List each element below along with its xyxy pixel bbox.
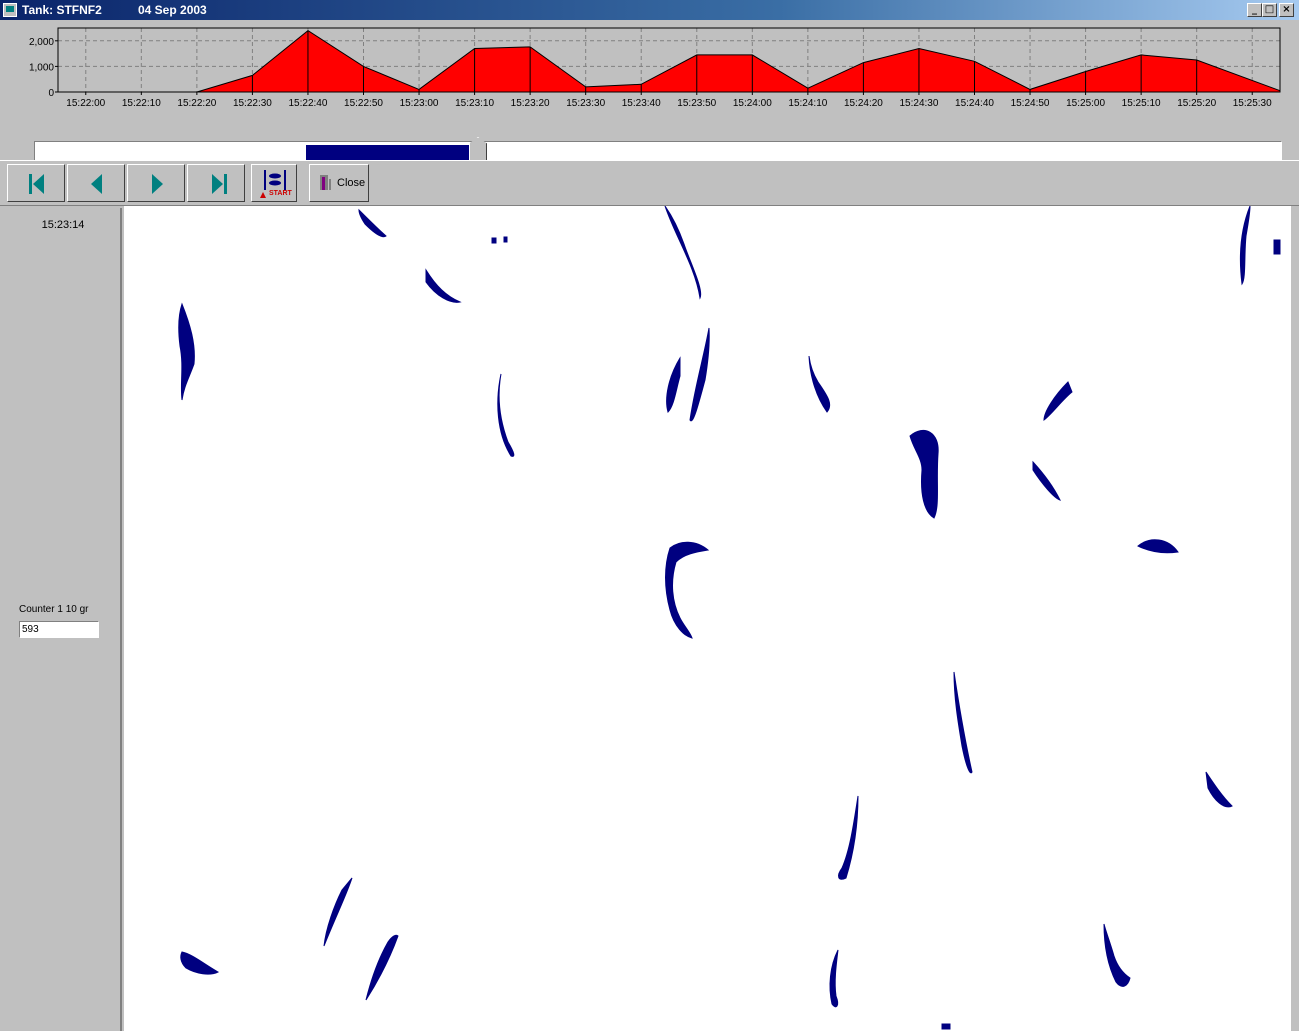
tank-camera-view — [124, 206, 1291, 1031]
x-tick-label: 15:23:20 — [511, 98, 550, 109]
fish-silhouette — [838, 795, 859, 880]
count-chart-panel: 0 1,000 2,000 15:22:00 15:22:10 15:22:20 15:22… — [0, 20, 1299, 173]
fish-silhouette — [941, 1023, 951, 1030]
x-tick-label: 15:23:50 — [677, 98, 716, 109]
app-icon[interactable] — [3, 3, 17, 17]
x-tick-label: 15:22:00 — [66, 98, 105, 109]
window-title: Tank: STFNF2 — [22, 3, 102, 17]
fish-silhouette — [953, 671, 973, 774]
fish-silhouette — [497, 373, 515, 457]
close-label: Close — [337, 177, 366, 189]
fish-silhouette — [1205, 771, 1233, 808]
title-bar: Tank: STFNF2 04 Sep 2003 _ □ × — [0, 0, 1299, 20]
count-chart: 0 1,000 2,000 15:22:00 15:22:10 15:22:20 15:22… — [29, 27, 1281, 109]
fish-silhouette — [1273, 239, 1281, 255]
step-back-icon — [91, 174, 102, 194]
view-right-border — [1291, 206, 1299, 1031]
previous-frame-button[interactable] — [67, 164, 125, 202]
x-tick-label: 15:24:20 — [844, 98, 883, 109]
fish-silhouette — [180, 951, 220, 975]
x-tick-label: 15:22:10 — [122, 98, 161, 109]
fish-silhouette — [323, 877, 353, 947]
info-side-panel: 15:23:14 Counter 1 10 gr 593 — [10, 208, 122, 1031]
fish-silhouette — [909, 430, 939, 519]
close-window-button[interactable]: × — [1279, 3, 1294, 17]
x-tick-label: 15:23:30 — [566, 98, 605, 109]
x-tick-label: 15:23:10 — [455, 98, 494, 109]
x-tick-label: 15:22:30 — [233, 98, 272, 109]
minimize-button[interactable]: _ — [1247, 3, 1262, 17]
start-button[interactable]: START — [251, 164, 297, 202]
start-label: START — [269, 190, 292, 197]
x-tick-label: 15:25:10 — [1122, 98, 1161, 109]
fish-silhouette — [1103, 923, 1131, 987]
x-tick-label: 15:25:20 — [1177, 98, 1216, 109]
fish-silhouette — [666, 356, 681, 413]
fish-silhouette — [808, 355, 831, 413]
fish-silhouette — [665, 541, 710, 639]
fish-silhouette — [1137, 539, 1179, 554]
x-tick-label: 15:25:30 — [1233, 98, 1272, 109]
x-tick-label: 15:22:50 — [344, 98, 383, 109]
step-forward-icon — [152, 174, 163, 194]
fish-silhouette — [664, 206, 702, 300]
first-frame-button[interactable] — [7, 164, 65, 202]
last-frame-button[interactable] — [187, 164, 245, 202]
fish-silhouettes — [178, 206, 1281, 1030]
y-tick-label: 1,000 — [29, 62, 54, 73]
close-button[interactable]: Close — [309, 164, 369, 202]
fish-silhouette — [503, 236, 508, 243]
window-date: 04 Sep 2003 — [138, 3, 207, 17]
x-tick-label: 15:24:40 — [955, 98, 994, 109]
frame-time: 15:23:14 — [41, 219, 85, 231]
x-tick-label: 15:22:40 — [288, 98, 327, 109]
toolbar: START Close — [0, 160, 1299, 206]
fish-silhouette — [829, 949, 839, 1008]
counter-label: Counter 1 10 gr — [19, 604, 89, 615]
y-tick-label: 0 — [48, 88, 54, 99]
x-tick-label: 15:24:10 — [788, 98, 827, 109]
x-tick-label: 15:25:00 — [1066, 98, 1105, 109]
counter-value-field[interactable]: 593 — [19, 621, 99, 638]
next-frame-button[interactable] — [127, 164, 185, 202]
start-recording-icon — [260, 170, 286, 198]
fish-silhouette — [491, 237, 497, 244]
fish-silhouette — [365, 934, 399, 1001]
x-tick-label: 15:24:50 — [1011, 98, 1050, 109]
plot-frame — [57, 27, 1281, 93]
fish-silhouette — [358, 208, 387, 238]
fish-silhouette — [1043, 381, 1073, 422]
x-tick-label: 15:24:30 — [899, 98, 938, 109]
fish-silhouette — [1032, 460, 1061, 501]
maximize-button[interactable]: □ — [1262, 3, 1277, 17]
fish-silhouette — [689, 327, 710, 422]
x-tick-label: 15:22:20 — [177, 98, 216, 109]
fish-silhouette — [1239, 206, 1251, 286]
fish-silhouette — [425, 268, 462, 303]
exit-door-icon — [320, 175, 331, 190]
x-tick-label: 15:23:40 — [622, 98, 661, 109]
skip-first-icon — [29, 174, 44, 194]
skip-last-icon — [212, 174, 227, 194]
x-tick-label: 15:24:00 — [733, 98, 772, 109]
y-tick-label: 2,000 — [29, 37, 54, 48]
fish-silhouette — [178, 302, 195, 401]
x-tick-label: 15:23:00 — [400, 98, 439, 109]
